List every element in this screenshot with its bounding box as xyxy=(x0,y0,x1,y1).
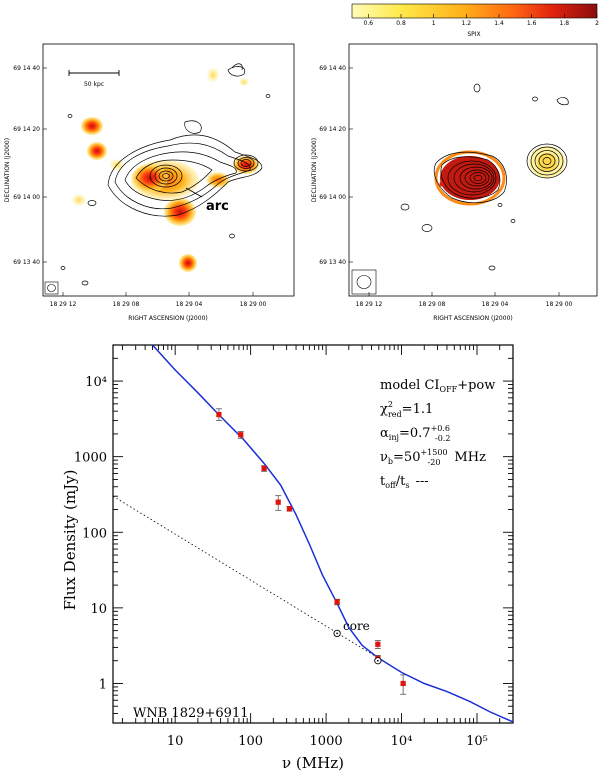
data-point xyxy=(261,465,267,471)
colorbar-tick-label: 1.6 xyxy=(527,20,537,27)
colorbar-ticks: 0.6 0.8 1 1.2 1.4 1.6 1.8 2 xyxy=(364,14,599,27)
right-ra-tick-label: 18 29 12 xyxy=(356,301,383,308)
core-point-center xyxy=(336,632,339,635)
right-ra-tick-label: 18 29 00 xyxy=(546,301,573,308)
y-tick-label: 1000 xyxy=(74,451,107,466)
left-ra-tick-label: 18 29 00 xyxy=(240,301,267,308)
legend-toff: toff/ts --- xyxy=(380,474,429,490)
y-tick-label: 100 xyxy=(82,526,107,541)
plot-points xyxy=(215,408,407,695)
data-point xyxy=(216,412,222,418)
right-ra-tick-label: 18 29 04 xyxy=(482,301,509,308)
colorbar-tick-label: 0.8 xyxy=(396,20,406,27)
arc-label: arc xyxy=(206,199,229,214)
left-ra-tick-label: 18 29 12 xyxy=(50,301,77,308)
spectrum-plot: 10 100 1000 10⁴ 10⁵ 1 10 100 1000 10⁴ ν (MHz) Flu… xyxy=(61,344,514,772)
right-dec-tick-label: 69 13 40 xyxy=(319,259,346,266)
model-curve xyxy=(151,344,514,723)
plot-ylabel: Flux Density (mJy) xyxy=(61,470,79,611)
left-ylabel: DECLINATION (J2000) xyxy=(4,138,11,202)
x-tick-label: 10⁴ xyxy=(391,734,413,749)
colorbar-tick-label: 1.4 xyxy=(494,20,504,27)
left-ra-tick-label: 18 29 08 xyxy=(113,301,140,308)
arc-pointer xyxy=(185,187,203,198)
left-beam-box xyxy=(44,281,59,295)
right-xlabel: RIGHT ASCENSION (J2000) xyxy=(433,315,512,322)
left-ra-tick-label: 18 29 04 xyxy=(176,301,203,308)
data-point xyxy=(334,599,340,605)
colorbar-strip xyxy=(351,3,598,19)
legend-model: model CIOFF+pow xyxy=(380,378,495,394)
x-tick-label: 100 xyxy=(238,734,263,749)
plot-lines xyxy=(112,344,514,723)
right-ylabel: DECLINATION (J2000) xyxy=(311,138,318,202)
left-map-contours xyxy=(60,63,271,286)
colorbar-tick-label: 0.6 xyxy=(364,20,374,27)
left-map-spectral-index xyxy=(72,68,259,272)
left-map-ticks: 69 14 40 69 14 20 69 14 00 69 13 40 18 29 12… xyxy=(13,65,266,308)
scalebar-label: 50 kpc xyxy=(84,81,104,88)
right-beam xyxy=(356,275,372,289)
y-tick-label: 10⁴ xyxy=(85,375,107,390)
source-name: WNB 1829+6911 xyxy=(133,706,248,721)
legend-chi: χ2 red=1.1 xyxy=(380,400,433,419)
left-dec-tick-label: 69 14 20 xyxy=(13,126,40,133)
data-point xyxy=(275,499,281,505)
right-map-contours xyxy=(400,83,569,271)
plot-frame xyxy=(112,344,514,724)
left-map-scalebar: 50 kpc xyxy=(68,70,120,88)
y-tick-label: 1 xyxy=(99,677,107,692)
colorbar-tick-label: 2 xyxy=(595,20,599,27)
fit-legend: model CIOFF+pow χ2 red=1.1 αinj=0.7+0.6 -0… xyxy=(380,378,495,490)
right-dec-tick-label: 69 14 20 xyxy=(319,126,346,133)
left-dec-tick-label: 69 14 40 xyxy=(13,65,40,72)
right-beam-box xyxy=(351,269,377,295)
right-ra-tick-label: 18 29 08 xyxy=(419,301,446,308)
data-point xyxy=(375,641,381,647)
right-dec-tick-label: 69 14 00 xyxy=(319,194,346,201)
plot-xlabel: ν (MHz) xyxy=(282,754,344,772)
left-dec-tick-label: 69 14 00 xyxy=(13,194,40,201)
left-xlabel: RIGHT ASCENSION (J2000) xyxy=(128,315,207,322)
core-label: core xyxy=(343,619,370,633)
right-map-ticks: 69 14 40 69 14 20 69 14 00 69 13 40 18 29 12… xyxy=(319,65,572,308)
core-point-center xyxy=(376,659,379,662)
plot-axes-ticks: 10 100 1000 10⁴ 10⁵ 1 10 100 1000 10⁴ xyxy=(74,344,514,749)
legend-nu: νb=50+1500 -20 MHz xyxy=(380,448,486,467)
x-tick-label: 10⁵ xyxy=(466,734,488,749)
data-point xyxy=(238,432,244,438)
data-point xyxy=(286,506,293,512)
left-map-panel: 50 kpc arc 69 14 40 69 14 20 69 14 00 69 13… xyxy=(4,43,295,322)
y-tick-label: 10 xyxy=(90,602,107,617)
left-dec-tick-label: 69 13 40 xyxy=(13,259,40,266)
colorbar-tick-label: 1 xyxy=(432,20,436,27)
colorbar-tick-label: 1.2 xyxy=(462,20,472,27)
left-beam xyxy=(47,284,56,292)
colorbar: 0.6 0.8 1 1.2 1.4 1.6 1.8 2 SPIX xyxy=(351,3,599,38)
x-tick-label: 10 xyxy=(167,734,184,749)
right-map-panel: 69 14 40 69 14 20 69 14 00 69 13 40 18 29 12… xyxy=(311,43,598,322)
colorbar-label: SPIX xyxy=(467,31,480,38)
legend-alpha: αinj=0.7+0.6 -0.2 xyxy=(380,424,450,443)
x-tick-label: 1000 xyxy=(310,734,343,749)
data-point xyxy=(400,680,406,687)
right-dec-tick-label: 69 14 40 xyxy=(319,65,346,72)
colorbar-tick-label: 1.8 xyxy=(560,20,570,27)
